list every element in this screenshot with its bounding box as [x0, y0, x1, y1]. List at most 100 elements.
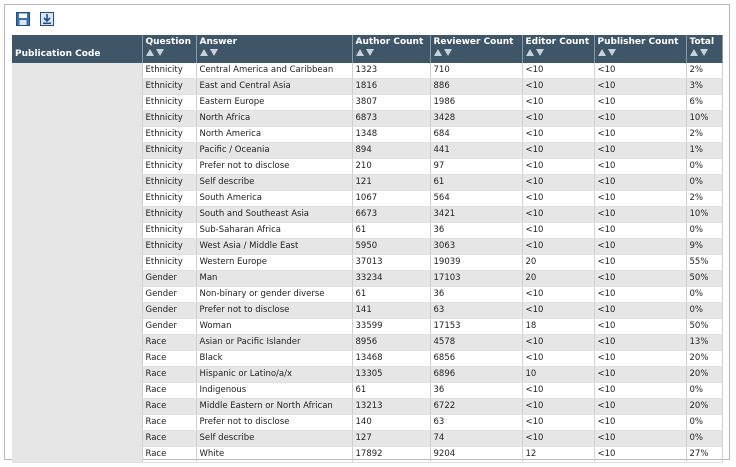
table-cell: 13213 — [352, 398, 431, 415]
table-cell: 3428 — [430, 110, 523, 127]
table-cell: <10 — [594, 110, 687, 127]
table-cell: Middle Eastern or North African — [196, 398, 353, 415]
table-cell: <10 — [522, 63, 595, 79]
table-cell: Gender — [142, 302, 197, 319]
table-cell: 0% — [686, 302, 723, 319]
table-row: Ethnicity Pacific / Oceania 894 441 <10 <10 1% — [12, 142, 723, 159]
table-cell: 33599 — [352, 318, 431, 335]
table-cell: 1323 — [352, 63, 431, 79]
table-cell: Ethnicity — [142, 78, 197, 95]
sort-arrows[interactable] — [597, 49, 618, 56]
table-cell: 0% — [686, 222, 723, 239]
table-cell: 50% — [686, 318, 723, 335]
table-cell: 0% — [686, 286, 723, 303]
table-cell: <10 — [522, 222, 595, 239]
table-row: Ethnicity Eastern Europe 3807 1986 <10 <10 6% — [12, 94, 723, 111]
table-cell: 10 — [522, 366, 595, 383]
column-title: Question — [145, 37, 192, 47]
table-cell: <10 — [594, 94, 687, 111]
table-cell: Pacific / Oceania — [196, 142, 353, 159]
table-cell: Race — [142, 398, 197, 415]
table-cell: 0% — [686, 158, 723, 175]
table-cell: 19039 — [430, 254, 523, 271]
table-cell: <10 — [522, 126, 595, 143]
table-cell: 1986 — [430, 94, 523, 111]
export-icon[interactable] — [40, 12, 54, 26]
table-cell: 61 — [352, 222, 431, 239]
table-cell: 10% — [686, 110, 723, 127]
table-cell: 141 — [352, 302, 431, 319]
table-row: Race Self describe 127 74 <10 <10 0% — [12, 430, 723, 447]
table-cell: <10 — [594, 142, 687, 159]
table-cell: Woman — [196, 318, 353, 335]
table-cell: 20 — [522, 270, 595, 287]
table-cell: 121 — [352, 174, 431, 191]
table-cell: <10 — [522, 302, 595, 319]
table-cell: 20% — [686, 398, 723, 415]
table-cell: 894 — [352, 142, 431, 159]
sort-arrows[interactable] — [355, 49, 376, 56]
table-cell: East and Central Asia — [196, 78, 353, 95]
table-cell: 3063 — [430, 238, 523, 255]
publication-code-cell — [12, 63, 143, 463]
table-cell: Gender — [142, 270, 197, 287]
table-row: Ethnicity North Africa 6873 3428 <10 <10 10% — [12, 110, 723, 127]
table-cell: Western Europe — [196, 254, 353, 271]
table-cell: <10 — [594, 206, 687, 223]
table-cell: <10 — [594, 286, 687, 303]
table-cell: 2% — [686, 126, 723, 143]
table-cell: 6896 — [430, 366, 523, 383]
table-cell: Ethnicity — [142, 238, 197, 255]
table-cell: <10 — [594, 126, 687, 143]
table-row: Ethnicity South and Southeast Asia 6673 342… — [12, 206, 723, 223]
table-cell: <10 — [594, 430, 687, 447]
table-cell: 36 — [430, 382, 523, 399]
table-cell: <10 — [522, 190, 595, 207]
table-cell: Ethnicity — [142, 94, 197, 111]
table-row: Race Indigenous 61 36 <10 <10 0% — [12, 382, 723, 399]
column-header: Question — [142, 35, 197, 63]
table-row: Ethnicity South America 1067 564 <10 <10 2% — [12, 190, 723, 207]
table-cell: Ethnicity — [142, 254, 197, 271]
table-cell: 140 — [352, 414, 431, 431]
table-cell: Ethnicity — [142, 110, 197, 127]
table-cell: Ethnicity — [142, 190, 197, 207]
table-cell: 33234 — [352, 270, 431, 287]
table-cell: 684 — [430, 126, 523, 143]
table-cell: Race — [142, 414, 197, 431]
table-cell: <10 — [522, 286, 595, 303]
table-cell: Race — [142, 366, 197, 383]
table-cell: North America — [196, 126, 353, 143]
table-cell: <10 — [522, 334, 595, 351]
table-cell: <10 — [594, 254, 687, 271]
sort-arrows[interactable] — [145, 49, 166, 56]
table-cell: 63 — [430, 414, 523, 431]
table-cell: 17892 — [352, 446, 431, 463]
table-row: Race White 17892 9204 12 <10 27% — [12, 446, 723, 463]
table-row: Ethnicity West Asia / Middle East 5950 3063… — [12, 238, 723, 255]
column-header: Publisher Count — [594, 35, 687, 63]
table-row: Ethnicity Prefer not to disclose 210 97 <10 <… — [12, 158, 723, 175]
table-cell: <10 — [522, 94, 595, 111]
table-cell: <10 — [594, 270, 687, 287]
save-icon[interactable] — [16, 12, 30, 26]
table-cell: <10 — [594, 350, 687, 367]
table-cell: Indigenous — [196, 382, 353, 399]
sort-arrows[interactable] — [199, 49, 220, 56]
table-cell: Gender — [142, 318, 197, 335]
table-cell: 710 — [430, 63, 523, 79]
table-row: Race Hispanic or Latino/a/x 13305 6896 10 <10… — [12, 366, 723, 383]
table-cell: <10 — [594, 238, 687, 255]
table-row: Ethnicity Central America and Caribbean 13… — [12, 63, 723, 463]
sort-arrows[interactable] — [689, 49, 710, 56]
table-cell: <10 — [522, 414, 595, 431]
table-cell: <10 — [594, 414, 687, 431]
sort-arrows[interactable] — [525, 49, 546, 56]
table-cell: Gender — [142, 286, 197, 303]
table-cell: Ethnicity — [142, 126, 197, 143]
table-cell: 4578 — [430, 334, 523, 351]
table-cell: 210 — [352, 158, 431, 175]
table-cell: Non-binary or gender diverse — [196, 286, 353, 303]
column-title: Publication Code — [15, 49, 101, 59]
sort-arrows[interactable] — [433, 49, 454, 56]
